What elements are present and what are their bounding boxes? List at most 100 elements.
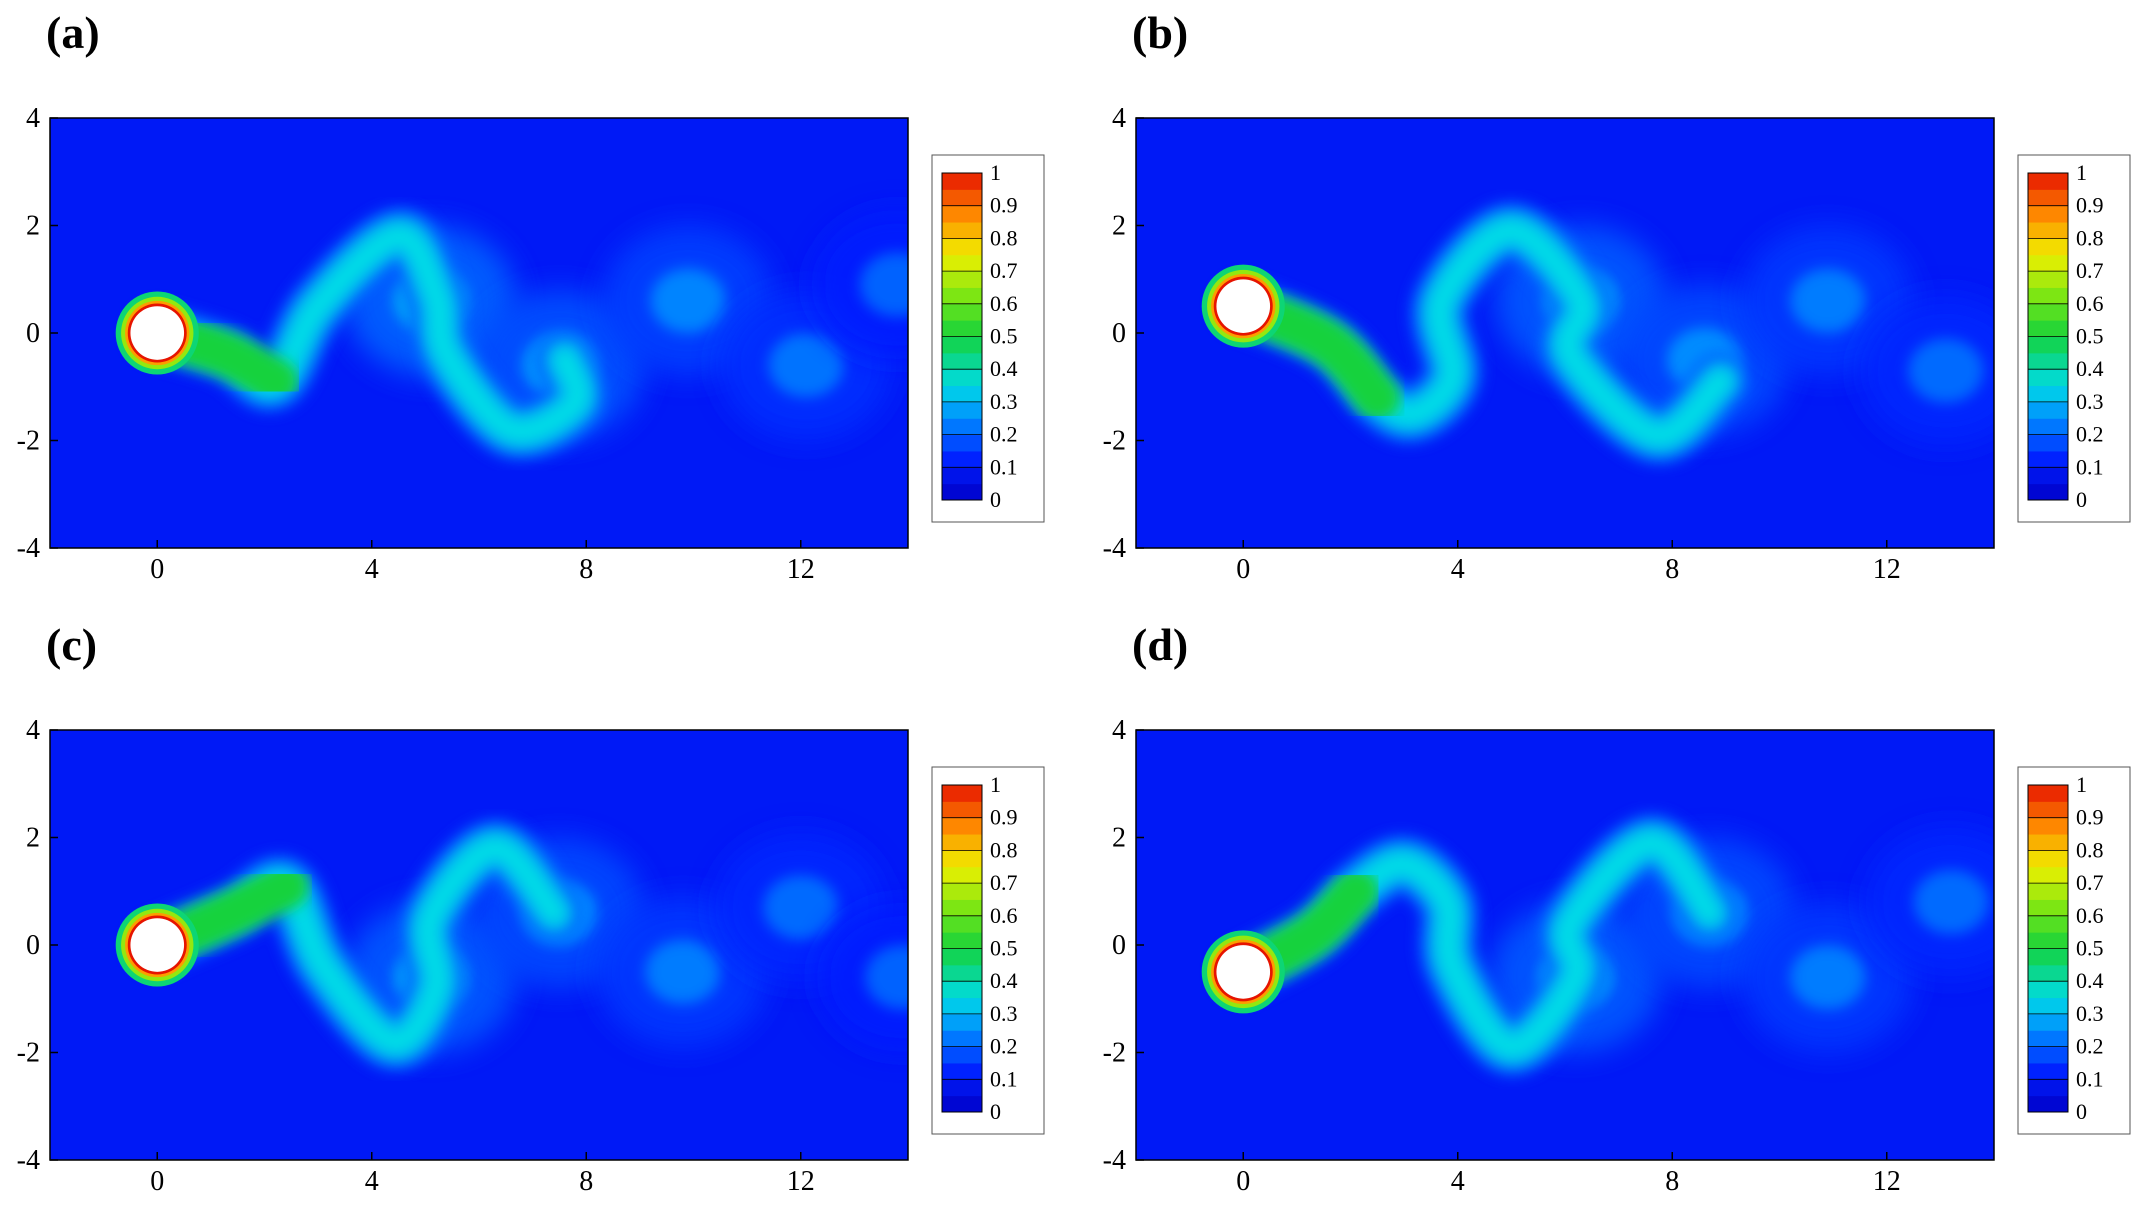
- vortex-core: [865, 945, 908, 1010]
- x-tick-label: 12: [1873, 554, 1901, 585]
- y-tick-label: 4: [26, 715, 40, 746]
- colorbar-segment: [2028, 1095, 2068, 1113]
- x-tick-label: 0: [150, 1166, 164, 1197]
- y-tick-label: -2: [1103, 1038, 1126, 1069]
- colorbar-segment: [942, 271, 982, 288]
- vortex-core: [1790, 945, 1866, 1010]
- colorbar-segment: [2028, 303, 2068, 321]
- colorbar-segment: [942, 434, 982, 452]
- x-tick-label: 8: [1665, 1166, 1679, 1197]
- x-tick-label: 12: [787, 1166, 815, 1197]
- colorbar-segment: [942, 1013, 982, 1031]
- vortex-core: [1908, 338, 1984, 403]
- colorbar-tick-label: 0: [2076, 487, 2087, 512]
- colorbar-segment: [2028, 1062, 2068, 1080]
- colorbar-tick-label: 0.4: [990, 356, 1018, 381]
- colorbar-tick-label: 0.9: [2076, 805, 2104, 830]
- y-tick-label: 0: [26, 930, 40, 961]
- x-tick-label: 4: [1451, 1166, 1465, 1197]
- colorbar-tick-label: 1: [990, 160, 1001, 185]
- vortex-core: [859, 252, 908, 317]
- x-tick-label: 8: [1665, 554, 1679, 585]
- colorbar-segment: [2028, 238, 2068, 256]
- x-tick-label: 0: [1236, 554, 1250, 585]
- colorbar-segment: [942, 948, 982, 966]
- colorbar-segment: [942, 450, 982, 468]
- colorbar-tick-label: 0.4: [2076, 968, 2104, 993]
- y-tick-label: -4: [1103, 1145, 1126, 1176]
- panel-label: (d): [1132, 619, 1189, 670]
- colorbar-tick-label: 0.6: [990, 903, 1018, 928]
- cylinder: [1216, 945, 1271, 999]
- flow-field: [115, 206, 908, 461]
- cylinder: [130, 918, 185, 972]
- x-tick-label: 0: [1236, 1166, 1250, 1197]
- colorbar-tick-label: 0.6: [2076, 903, 2104, 928]
- flow-field: [115, 818, 908, 1072]
- vortex-core: [768, 333, 844, 398]
- colorbar-tick-label: 0.4: [2076, 356, 2104, 381]
- colorbar-segment: [2028, 385, 2068, 403]
- colorbar-tick-label: 0.8: [2076, 225, 2104, 250]
- vortex-core: [645, 939, 721, 1005]
- colorbar-segment: [942, 483, 982, 501]
- colorbar-segment: [942, 418, 982, 436]
- panel-label: (b): [1132, 7, 1189, 58]
- vortex-core: [763, 875, 839, 940]
- colorbar-segment: [942, 899, 982, 917]
- colorbar-segment: [2028, 401, 2068, 419]
- colorbar-segment: [2028, 336, 2068, 354]
- colorbar-segment: [942, 785, 982, 802]
- colorbar-segment: [2028, 1079, 2068, 1097]
- colorbar-tick-label: 0.7: [2076, 258, 2104, 283]
- colorbar-tick-label: 0.6: [2076, 291, 2104, 316]
- colorbar-tick-label: 0.3: [990, 389, 1018, 414]
- colorbar-tick-label: 0: [990, 487, 1001, 512]
- colorbar-tick-label: 0.5: [990, 936, 1018, 961]
- colorbar-segment: [2028, 205, 2068, 223]
- panel-label: (c): [46, 619, 98, 670]
- colorbar-tick-label: 1: [2076, 772, 2087, 797]
- contour-plot-d: 0 4 8 12 -4 -2 0 2 4 1 0.9 0.8 0.7 0.6 0.5 0.4 0.3 0.2 0.1…: [1103, 715, 2131, 1197]
- colorbar-segment: [2028, 434, 2068, 452]
- colorbar-segment: [2028, 222, 2068, 239]
- colorbar-tick-label: 0.8: [990, 837, 1018, 862]
- colorbar-segment: [2028, 817, 2068, 835]
- colorbar-segment: [942, 173, 982, 190]
- colorbar-segment: [2028, 964, 2068, 982]
- colorbar-tick-label: 1: [2076, 160, 2087, 185]
- colorbar-tick-label: 0.6: [990, 291, 1018, 316]
- colorbar-tick-label: 0.3: [2076, 389, 2104, 414]
- colorbar-segment: [2028, 1030, 2068, 1048]
- y-tick-label: 4: [1112, 715, 1126, 746]
- colorbar-segment: [2028, 467, 2068, 485]
- colorbar-segment: [2028, 1046, 2068, 1064]
- colorbar-segment: [2028, 352, 2068, 370]
- colorbar-segment: [942, 254, 982, 272]
- y-tick-label: 2: [1112, 211, 1126, 242]
- colorbar-tick-label: 0.8: [990, 225, 1018, 250]
- colorbar-segment: [942, 1030, 982, 1048]
- colorbar-segment: [2028, 173, 2068, 190]
- x-tick-label: 4: [1451, 554, 1465, 585]
- colorbar-segment: [942, 997, 982, 1015]
- colorbar-segment: [942, 385, 982, 403]
- y-tick-label: -2: [17, 1038, 40, 1069]
- contour-plot-c: 0 4 8 12 -4 -2 0 2 4 1 0.9 0.8 0.7 0.6 0.5 0.4 0.3 0.2 0.1…: [17, 715, 1045, 1197]
- colorbar-tick-label: 0.5: [2076, 936, 2104, 961]
- colorbar-tick-label: 0.2: [2076, 422, 2104, 447]
- colorbar-segment: [942, 817, 982, 835]
- y-tick-label: -4: [17, 533, 40, 564]
- x-tick-label: 4: [365, 1166, 379, 1197]
- colorbar-segment: [2028, 850, 2068, 868]
- y-tick-label: 2: [26, 823, 40, 854]
- x-tick-label: 12: [787, 554, 815, 585]
- y-tick-label: 0: [1112, 930, 1126, 961]
- panel-d: (d) 0 4 8 12 -4 -2 0 2 4 1 0.9 0.8 0.7 0.6 0.5 0.4 0.3 0.…: [1086, 612, 2142, 1212]
- colorbar-segment: [2028, 915, 2068, 933]
- colorbar-tick-label: 0.8: [2076, 837, 2104, 862]
- colorbar-tick-label: 0.5: [990, 324, 1018, 349]
- colorbar-segment: [942, 850, 982, 868]
- colorbar-segment: [942, 981, 982, 999]
- vortex-core: [650, 268, 726, 333]
